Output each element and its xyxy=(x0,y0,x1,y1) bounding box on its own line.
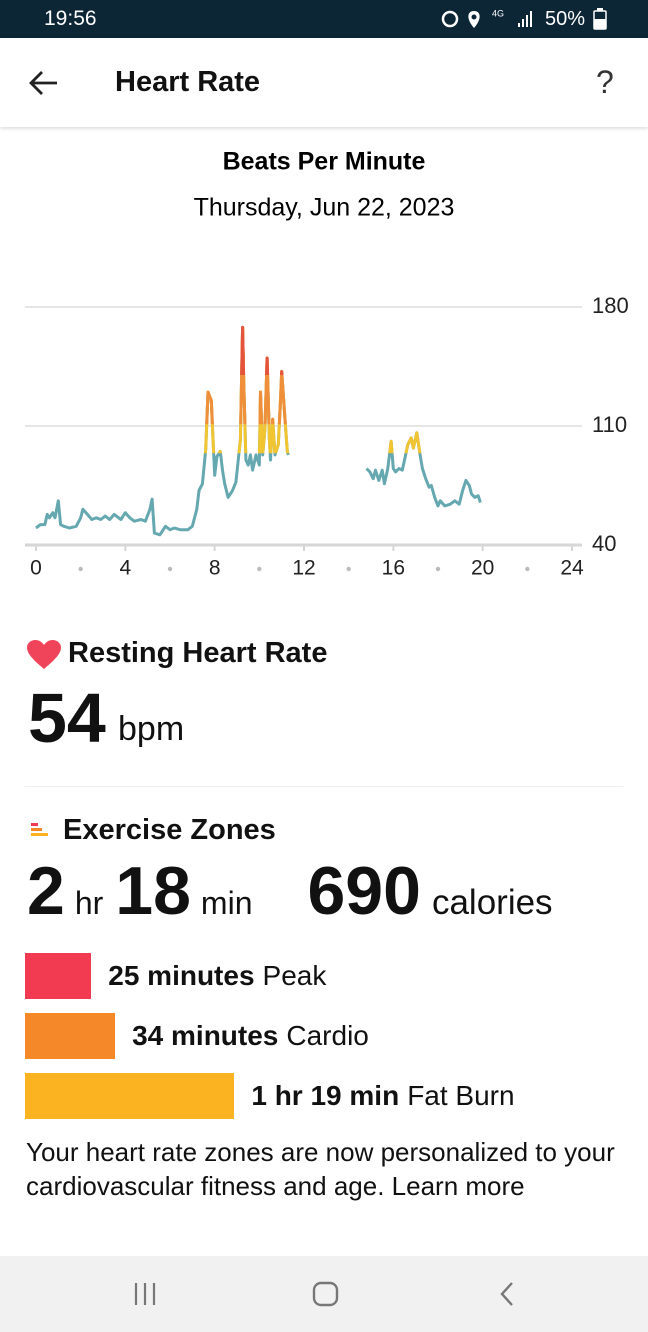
chart-title: Beats Per Minute xyxy=(223,148,426,176)
back-nav-button[interactable] xyxy=(497,1281,517,1307)
x-minor-tick xyxy=(435,566,441,572)
network-type: 4G xyxy=(492,8,504,18)
zone-line xyxy=(205,325,287,425)
status-bar: 19:56 4G 50% xyxy=(0,0,648,38)
status-icons: 4G xyxy=(441,8,532,28)
help-button[interactable]: ? xyxy=(596,64,614,100)
zone-duration: 34 minutes xyxy=(132,1020,279,1051)
zones-icon xyxy=(31,823,48,836)
home-button[interactable] xyxy=(312,1281,340,1307)
screen-title: Heart Rate xyxy=(115,66,261,98)
zone-row: 1 hr 19 min Fat Burn xyxy=(25,1073,515,1119)
battery-level: 50% xyxy=(545,8,586,30)
x-minor-tick xyxy=(78,566,83,572)
zone-row: 34 minutes Cardio xyxy=(25,1013,369,1059)
zone-name: Fat Burn xyxy=(407,1080,515,1111)
x-minor-tick xyxy=(257,566,262,572)
hours-value: 2 xyxy=(27,853,65,929)
zone-bar xyxy=(25,1073,235,1119)
x-tick-label: 16 xyxy=(382,557,405,580)
hours-unit: hr xyxy=(74,885,104,921)
calories-value: 690 xyxy=(307,853,421,929)
x-tick-label: 8 xyxy=(209,557,221,580)
zone-name: Cardio xyxy=(286,1020,369,1051)
zone-line xyxy=(203,325,422,454)
x-tick-label: 24 xyxy=(560,557,584,580)
exercise-title: Exercise Zones xyxy=(63,814,276,846)
resting-title: Resting Heart Rate xyxy=(68,637,328,669)
zone-duration: 25 minutes xyxy=(108,960,255,991)
x-minor-tick xyxy=(346,566,351,572)
minutes-unit: min xyxy=(200,885,253,921)
heart-icon xyxy=(27,640,61,669)
battery-icon xyxy=(593,8,607,30)
exercise-summary: 2 hr 18 min 690 calories xyxy=(27,852,553,930)
note-text: Your heart rate zones are now personaliz… xyxy=(26,1137,615,1201)
zone-name: Peak xyxy=(262,960,327,991)
zone-line xyxy=(240,325,284,375)
app-bar: Heart Rate ? xyxy=(0,38,648,127)
back-button[interactable] xyxy=(28,69,60,97)
divider xyxy=(25,786,623,787)
x-tick-label: 4 xyxy=(119,557,131,580)
resting-unit: bpm xyxy=(118,710,185,748)
y-tick-label: 180 xyxy=(592,293,629,318)
heart-rate-chart: Beats Per Minute Thursday, Jun 22, 2023 … xyxy=(25,148,629,580)
x-tick-label: 20 xyxy=(471,557,494,580)
minutes-value: 18 xyxy=(115,853,191,929)
zone-bar xyxy=(25,1013,116,1059)
learn-more-link[interactable]: Learn more xyxy=(391,1171,525,1201)
recents-button[interactable] xyxy=(132,1281,158,1307)
chart-subtitle: Thursday, Jun 22, 2023 xyxy=(194,194,455,222)
zone-bar xyxy=(25,953,92,999)
navigation-bar xyxy=(0,1256,648,1332)
zones-note: Your heart rate zones are now personaliz… xyxy=(26,1135,616,1203)
zone-duration: 1 hr 19 min xyxy=(251,1080,400,1111)
x-tick-label: 0 xyxy=(30,557,42,580)
resting-value: 54 xyxy=(28,679,106,757)
x-minor-tick xyxy=(525,566,530,572)
clock: 19:56 xyxy=(44,7,97,30)
zone-row: 25 minutes Peak xyxy=(25,953,326,999)
y-tick-label: 40 xyxy=(592,531,616,556)
x-tick-label: 12 xyxy=(292,557,315,580)
calories-unit: calories xyxy=(431,883,553,922)
x-minor-tick xyxy=(167,566,173,572)
y-tick-label: 110 xyxy=(592,412,627,437)
heart-rate-line xyxy=(35,325,482,537)
